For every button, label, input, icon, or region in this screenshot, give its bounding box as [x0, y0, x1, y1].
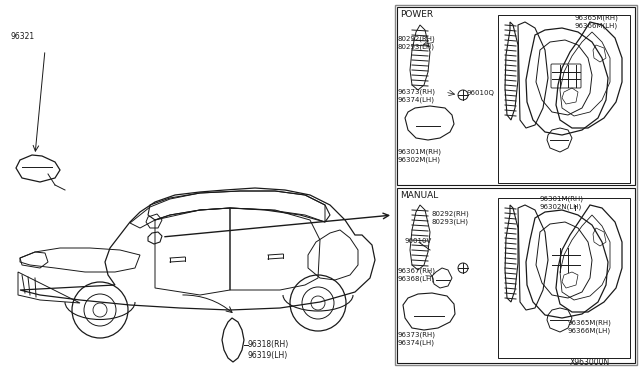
Bar	[397, 188, 635, 363]
Text: 96321: 96321	[10, 32, 34, 41]
Text: 80292(RH)
80293(LH): 80292(RH) 80293(LH)	[398, 35, 436, 49]
Text: 96365M(RH)
96366M(LH): 96365M(RH) 96366M(LH)	[575, 14, 619, 29]
Text: 96301M(RH)
96302N(LH): 96301M(RH) 96302N(LH)	[540, 195, 584, 209]
Text: X963000N: X963000N	[570, 358, 611, 367]
Text: 96373(RH)
96374(LH): 96373(RH) 96374(LH)	[398, 88, 436, 103]
Text: 96318(RH)
96319(LH): 96318(RH) 96319(LH)	[248, 340, 289, 360]
Text: 96010V: 96010V	[405, 238, 432, 244]
Text: 96367(RH)
96368(LH): 96367(RH) 96368(LH)	[398, 268, 436, 282]
Bar	[397, 7, 635, 185]
Bar	[395, 5, 637, 365]
Bar	[498, 15, 630, 183]
Text: 96010Q: 96010Q	[467, 90, 495, 96]
Text: POWER: POWER	[400, 10, 433, 19]
Text: 96373(RH)
96374(LH): 96373(RH) 96374(LH)	[398, 332, 436, 346]
Bar	[498, 198, 630, 358]
FancyBboxPatch shape	[551, 64, 581, 88]
Text: 96365M(RH)
96366M(LH): 96365M(RH) 96366M(LH)	[568, 320, 612, 334]
Text: MANUAL: MANUAL	[400, 191, 438, 200]
Text: 80292(RH)
80293(LH): 80292(RH) 80293(LH)	[432, 210, 470, 224]
Text: 96301M(RH)
96302M(LH): 96301M(RH) 96302M(LH)	[398, 148, 442, 163]
